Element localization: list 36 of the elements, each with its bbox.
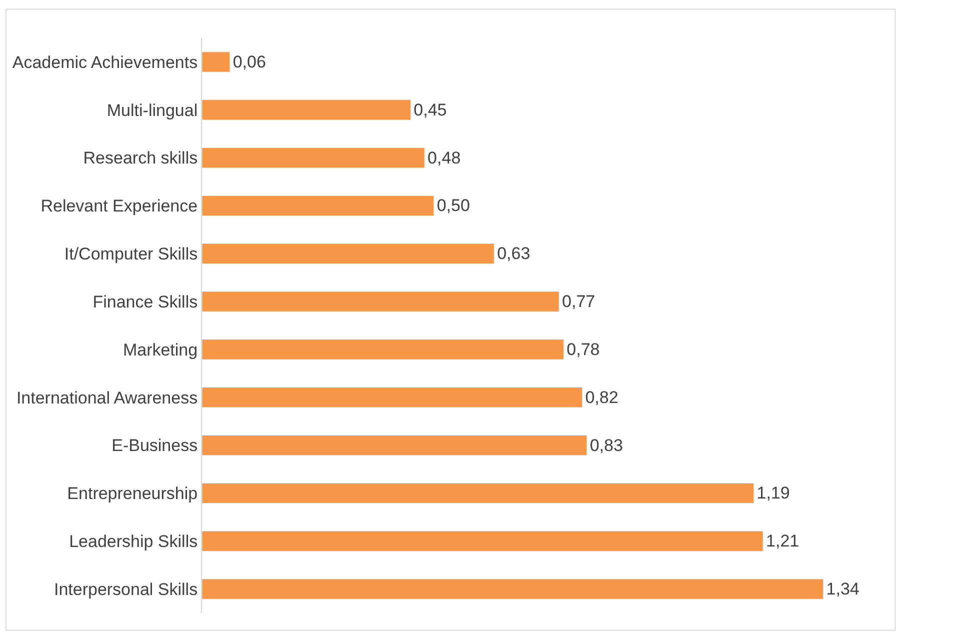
bar (202, 147, 425, 168)
bar (202, 530, 764, 552)
y-tick-label: Entrepreneurship (67, 484, 198, 504)
data-label: 0,63 (497, 244, 530, 264)
bar (202, 100, 411, 120)
bar (202, 195, 434, 216)
data-label: 1,21 (766, 532, 800, 551)
data-label: 0,77 (562, 292, 596, 312)
y-tick-label: Relevant Experience (40, 196, 198, 216)
y-tick-label: It/Computer Skills (64, 244, 198, 264)
y-tick-label: Finance Skills (92, 292, 198, 312)
bar (202, 243, 494, 264)
bar (202, 291, 560, 312)
data-label: 0,50 (436, 196, 470, 216)
data-label: 0,82 (585, 388, 618, 407)
y-tick-label: Leadership Skills (69, 532, 198, 552)
data-label: 1,34 (826, 580, 860, 599)
bar (202, 578, 824, 600)
y-tick-label: Marketing (122, 340, 198, 360)
y-tick-label: E-Business (112, 436, 198, 456)
y-tick-label: Multi-lingual (106, 100, 198, 120)
y-tick-label: Research skills (83, 148, 198, 168)
bar (202, 482, 754, 504)
y-tick-label: International Awareness (16, 388, 198, 408)
y-tick-label: Academic Achievements (12, 52, 198, 72)
data-label: 0,48 (428, 148, 461, 168)
bar (202, 434, 588, 456)
bar (202, 339, 564, 360)
bar (202, 52, 230, 72)
data-label: 0,06 (232, 52, 266, 72)
y-tick-label: Interpersonal Skills (54, 580, 198, 599)
data-label: 0,78 (566, 340, 600, 359)
data-label: 0,83 (590, 436, 623, 455)
bar (202, 387, 582, 408)
data-label: 0,45 (414, 100, 447, 120)
data-label: 1,19 (756, 484, 790, 503)
